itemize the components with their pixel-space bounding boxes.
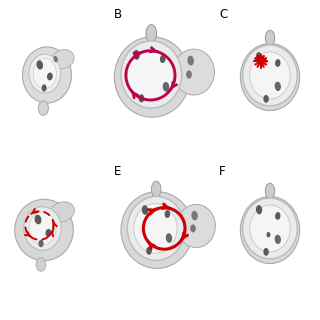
Ellipse shape bbox=[24, 207, 61, 250]
Ellipse shape bbox=[265, 30, 275, 46]
Ellipse shape bbox=[275, 212, 281, 220]
Ellipse shape bbox=[146, 247, 152, 255]
Ellipse shape bbox=[191, 211, 198, 220]
Ellipse shape bbox=[121, 192, 193, 268]
Ellipse shape bbox=[267, 232, 270, 237]
Ellipse shape bbox=[190, 224, 196, 232]
Ellipse shape bbox=[240, 44, 300, 110]
Ellipse shape bbox=[139, 94, 144, 102]
Ellipse shape bbox=[36, 258, 46, 271]
Ellipse shape bbox=[52, 50, 74, 69]
Ellipse shape bbox=[42, 84, 47, 92]
Ellipse shape bbox=[142, 205, 148, 215]
Text: E: E bbox=[114, 165, 121, 178]
Ellipse shape bbox=[275, 82, 281, 91]
Ellipse shape bbox=[133, 50, 140, 60]
Ellipse shape bbox=[146, 25, 156, 43]
Ellipse shape bbox=[38, 101, 48, 115]
Ellipse shape bbox=[33, 59, 56, 89]
Ellipse shape bbox=[250, 205, 290, 252]
Ellipse shape bbox=[35, 215, 41, 224]
Ellipse shape bbox=[263, 95, 269, 103]
Ellipse shape bbox=[151, 181, 161, 197]
Ellipse shape bbox=[45, 229, 52, 237]
Ellipse shape bbox=[173, 49, 214, 95]
Ellipse shape bbox=[240, 196, 300, 264]
Ellipse shape bbox=[38, 240, 44, 247]
Ellipse shape bbox=[263, 248, 269, 256]
Ellipse shape bbox=[114, 37, 190, 117]
Ellipse shape bbox=[166, 233, 172, 243]
Ellipse shape bbox=[160, 55, 166, 63]
Text: F: F bbox=[219, 165, 226, 178]
Ellipse shape bbox=[50, 202, 75, 222]
Ellipse shape bbox=[29, 54, 61, 93]
Ellipse shape bbox=[53, 56, 58, 62]
Ellipse shape bbox=[243, 45, 297, 106]
Text: B: B bbox=[114, 8, 122, 21]
Text: C: C bbox=[219, 8, 228, 21]
Ellipse shape bbox=[177, 204, 215, 248]
Ellipse shape bbox=[256, 205, 262, 214]
Ellipse shape bbox=[36, 60, 43, 69]
Ellipse shape bbox=[275, 235, 281, 244]
Ellipse shape bbox=[47, 73, 53, 80]
Ellipse shape bbox=[22, 47, 71, 103]
Ellipse shape bbox=[29, 212, 56, 245]
Ellipse shape bbox=[186, 70, 192, 79]
Ellipse shape bbox=[265, 183, 275, 199]
Ellipse shape bbox=[275, 59, 281, 67]
Ellipse shape bbox=[127, 49, 173, 102]
Ellipse shape bbox=[250, 52, 290, 99]
Ellipse shape bbox=[163, 82, 169, 92]
Ellipse shape bbox=[134, 204, 177, 253]
Ellipse shape bbox=[15, 199, 73, 261]
Ellipse shape bbox=[127, 196, 185, 260]
Ellipse shape bbox=[187, 56, 194, 66]
Ellipse shape bbox=[243, 198, 297, 259]
Ellipse shape bbox=[256, 52, 262, 61]
Ellipse shape bbox=[164, 210, 170, 218]
Ellipse shape bbox=[121, 41, 182, 108]
